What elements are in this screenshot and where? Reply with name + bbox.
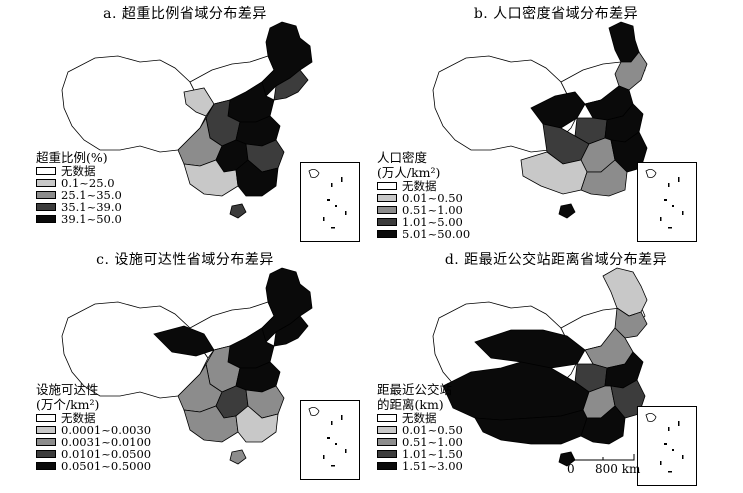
legend-item: 5.01~50.00	[377, 228, 470, 240]
legend-item: 39.1~50.0	[36, 213, 122, 225]
legend-title: 超重比例(%)	[36, 150, 108, 165]
panel-a: a. 超重比例省域分布差异 超重比例(%) 无数据 0.1~25.0 25.1~…	[0, 0, 370, 246]
region-hainan	[558, 203, 576, 219]
region-northwest-mid	[474, 329, 586, 369]
panel-c: c. 设施可达性省域分布差异 设施可达性 (万个/km²) 无数据 0.0001…	[0, 246, 370, 492]
legend-swatch	[377, 206, 397, 214]
panel-title: d. 距最近公交站距离省域分布差异	[444, 252, 668, 268]
legend-swatch	[377, 450, 397, 458]
legend: 超重比例(%) 无数据 0.1~25.0 25.1~35.0 35.1~39.0…	[36, 150, 122, 225]
legend-title: 设施可达性	[36, 382, 99, 397]
panel-title: b. 人口密度省域分布差异	[473, 6, 639, 22]
legend: 人口密度 (万人/km²) 无数据 0.01~0.50 0.51~1.00 1.…	[377, 150, 470, 240]
legend-swatch	[36, 450, 56, 458]
legend-item: 无数据	[36, 165, 122, 177]
legend-item: 0.0501~0.5000	[36, 460, 151, 472]
legend-swatch	[377, 218, 397, 226]
legend-item: 0.51~1.00	[377, 436, 463, 448]
legend-title-unit: (万个/km²)	[36, 397, 100, 412]
south-china-sea-inset	[637, 162, 697, 242]
region-northeast	[608, 21, 640, 63]
legend-title-unit: (万人/km²)	[377, 165, 441, 180]
legend-swatch	[377, 414, 397, 422]
legend-item: 无数据	[377, 180, 470, 192]
legend-title: 人口密度	[377, 150, 428, 165]
region-northeast-2	[273, 315, 309, 347]
legend-swatch	[36, 203, 56, 211]
region-hainan	[229, 449, 247, 465]
legend: 距最近公交站 的距离(km) 无数据 0.01~0.50 0.51~1.00 1…	[377, 382, 463, 472]
panel-d: d. 距最近公交站距离省域分布差异 距最近公交站 的距离(km) 无数据 0.0…	[371, 246, 741, 492]
china-map	[432, 21, 648, 219]
legend-swatch	[377, 438, 397, 446]
region-northeast-2	[614, 51, 648, 91]
legend-swatch	[36, 438, 56, 446]
legend-swatch	[36, 414, 56, 422]
inset-map	[308, 169, 347, 229]
legend-title-unit: 的距离(km)	[377, 397, 444, 412]
legend-item: 1.01~5.00	[377, 216, 470, 228]
south-china-sea-inset	[300, 400, 360, 480]
legend-item: 25.1~35.0	[36, 189, 122, 201]
panel-b: b. 人口密度省域分布差异 人口密度 (万人/km²) 无数据 0.01~0.5…	[371, 0, 741, 246]
legend-item: 0.0031~0.0100	[36, 436, 151, 448]
region-northeast-2	[273, 69, 309, 101]
legend-item: 0.1~25.0	[36, 177, 122, 189]
scale-distance-label: 800 km	[595, 462, 641, 476]
legend-item: 1.01~1.50	[377, 448, 463, 460]
region-hainan	[558, 451, 576, 467]
region-south-4	[580, 159, 628, 197]
legend-item: 无数据	[377, 412, 463, 424]
legend-swatch	[377, 462, 397, 470]
china-map	[61, 21, 313, 219]
legend-title: 距最近公交站	[377, 382, 453, 397]
region-south-4	[235, 159, 279, 197]
panel-title: c. 设施可达性省域分布差异	[96, 252, 274, 268]
legend-item: 0.01~0.50	[377, 424, 463, 436]
legend-item: 0.01~0.50	[377, 192, 470, 204]
legend-swatch	[377, 182, 397, 190]
region-south-4	[580, 405, 626, 445]
south-china-sea-inset	[300, 162, 360, 242]
panel-title: a. 超重比例省域分布差异	[103, 6, 267, 22]
inset-map	[308, 407, 347, 467]
inset-map	[645, 169, 684, 229]
inset-map	[645, 413, 684, 473]
region-south-4	[235, 405, 279, 443]
legend-item: 1.51~3.00	[377, 460, 463, 472]
legend-swatch	[36, 179, 56, 187]
legend-item: 35.1~39.0	[36, 201, 122, 213]
legend-item: 无数据	[36, 412, 151, 424]
legend-swatch	[36, 191, 56, 199]
legend-swatch	[36, 215, 56, 223]
china-map	[432, 267, 648, 467]
legend-item: 0.51~1.00	[377, 204, 470, 216]
region-northwest-mid	[183, 87, 215, 117]
legend-swatch	[36, 167, 56, 175]
region-hainan	[229, 203, 247, 219]
legend-item: 0.0001~0.0030	[36, 424, 151, 436]
legend: 设施可达性 (万个/km²) 无数据 0.0001~0.0030 0.0031~…	[36, 382, 151, 472]
scale-zero-label: 0	[567, 462, 575, 476]
legend-swatch	[36, 426, 56, 434]
legend-swatch	[377, 194, 397, 202]
region-northeast	[602, 267, 648, 317]
south-china-sea-inset	[637, 406, 697, 486]
legend-swatch	[377, 426, 397, 434]
china-map	[61, 267, 313, 465]
legend-swatch	[36, 462, 56, 470]
scale-bar-line	[571, 454, 635, 461]
legend-swatch	[377, 230, 397, 238]
legend-item: 0.0101~0.0500	[36, 448, 151, 460]
